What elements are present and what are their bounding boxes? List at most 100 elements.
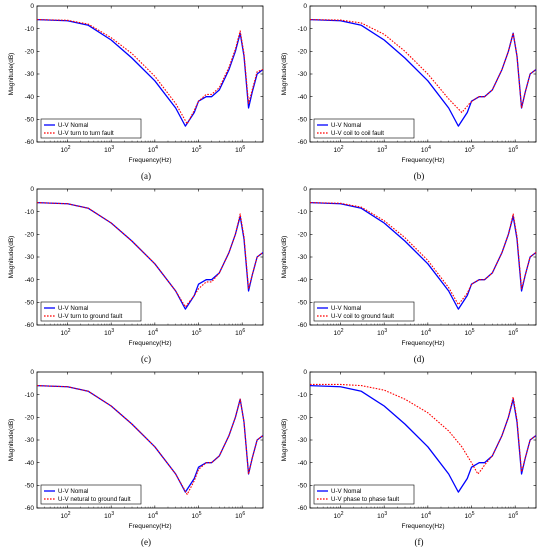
y-tick-label: -40: [298, 94, 308, 101]
chart-panel-1: 0 -10 -20 -30 -40 -50 -60 102 103 104 105 106 Freque…: [8, 3, 264, 181]
legend-box: [313, 118, 415, 139]
x-axis-label: Frequency(Hz): [402, 340, 445, 347]
y-tick-label: -10: [25, 392, 35, 399]
y-tick-label: -40: [298, 460, 308, 467]
panel-caption: (b): [414, 171, 425, 181]
y-axis-label: Magnitude(dB): [8, 419, 15, 462]
y-tick-label: -60: [298, 139, 308, 146]
y-tick-label: -30: [25, 437, 35, 444]
y-tick-label: -20: [25, 49, 35, 56]
panel-caption: (a): [141, 171, 151, 181]
y-tick-label: -20: [25, 415, 35, 422]
series-fault-line: [36, 385, 264, 495]
series-fault-line: [310, 383, 537, 475]
x-tick-label: 103: [377, 145, 387, 154]
legend-box: [313, 484, 415, 505]
y-tick-label: -50: [25, 300, 35, 307]
y-tick-label: -20: [298, 415, 308, 422]
x-tick-label: 104: [421, 328, 431, 337]
series-fault-line: [309, 19, 537, 114]
legend-box: [40, 301, 142, 322]
y-tick-label: -10: [298, 26, 308, 33]
x-tick-label: 104: [148, 328, 158, 337]
legend-entry: U-V turn to turn fault: [58, 130, 114, 137]
y-tick-label: -20: [298, 49, 308, 56]
y-tick-label: 0: [30, 186, 34, 193]
y-tick-label: -30: [298, 254, 308, 261]
y-tick-label: -60: [25, 139, 35, 146]
y-tick-label: -50: [25, 483, 35, 490]
y-tick-label: 0: [303, 186, 307, 193]
y-tick-label: 0: [303, 3, 307, 10]
series-normal-line: [309, 384, 537, 493]
x-tick-label: 105: [191, 328, 201, 337]
x-tick-label: 102: [61, 511, 71, 520]
y-tick-label: -20: [298, 232, 308, 239]
chart-panel-4: 0 -10 -20 -30 -40 -50 -60 102 103 104 105 106 Freque…: [281, 186, 537, 364]
y-axis-label: Magnitude(dB): [281, 236, 288, 279]
legend-entry: U-V coil to coil fault: [331, 130, 384, 137]
chart-panel-3: 0 -10 -20 -30 -40 -50 -60 102 103 104 105 106 Freque…: [8, 186, 264, 364]
chart-panel-5: 0 -10 -20 -30 -40 -50 -60 102 103 104 105 106 Freque…: [8, 369, 264, 547]
x-tick-label: 103: [377, 511, 387, 520]
series-fault-line: [309, 202, 537, 306]
y-tick-label: -50: [298, 483, 308, 490]
legend-entry: U-V netural to ground fault: [58, 496, 131, 503]
panel-caption: (d): [414, 354, 425, 364]
y-tick-label: -60: [298, 505, 308, 512]
y-tick-label: -50: [298, 300, 308, 307]
x-tick-label: 105: [191, 145, 201, 154]
y-axis-label: Magnitude(dB): [281, 419, 288, 462]
legend-box: [313, 301, 415, 322]
legend-entry: U-V turn to ground fault: [58, 313, 123, 320]
x-tick-label: 106: [508, 328, 518, 337]
y-tick-label: -40: [25, 460, 35, 467]
series-fault-line: [36, 19, 264, 125]
x-tick-label: 106: [508, 145, 518, 154]
panel-caption: (e): [141, 537, 151, 547]
x-tick-label: 104: [421, 511, 431, 520]
x-tick-label: 105: [464, 145, 474, 154]
x-tick-label: 102: [334, 328, 344, 337]
y-tick-label: -60: [298, 322, 308, 329]
y-axis-label: Magnitude(dB): [8, 236, 15, 279]
x-axis-label: Frequency(Hz): [129, 340, 172, 347]
y-tick-label: -40: [25, 277, 35, 284]
legend-entry: U-V Nomal: [58, 305, 88, 312]
x-tick-label: 106: [235, 511, 245, 520]
legend-box: [40, 118, 142, 139]
y-tick-label: -30: [298, 437, 308, 444]
y-tick-label: -10: [298, 392, 308, 399]
y-tick-label: -20: [25, 232, 35, 239]
panel-caption: (f): [415, 537, 424, 547]
y-tick-label: -30: [25, 254, 35, 261]
y-tick-label: 0: [30, 369, 34, 376]
y-axis-label: Magnitude(dB): [8, 53, 15, 96]
y-tick-label: -50: [298, 117, 308, 124]
x-axis-label: Frequency(Hz): [402, 523, 445, 530]
x-tick-label: 106: [235, 328, 245, 337]
y-axis-label: Magnitude(dB): [281, 53, 288, 96]
y-tick-label: -30: [25, 71, 35, 78]
y-tick-label: -30: [298, 71, 308, 78]
chart-panel-6: 0 -10 -20 -30 -40 -50 -60 102 103 104 105 106 Freque…: [281, 369, 537, 547]
y-tick-label: -40: [298, 277, 308, 284]
x-tick-label: 105: [464, 511, 474, 520]
x-tick-label: 103: [377, 328, 387, 337]
panel-caption: (c): [141, 354, 151, 364]
x-tick-label: 106: [235, 145, 245, 154]
legend-entry: U-V phase to phase fault: [331, 496, 399, 503]
y-tick-label: 0: [303, 369, 307, 376]
legend-entry: U-V Nomal: [331, 488, 361, 495]
y-tick-label: -40: [25, 94, 35, 101]
x-tick-label: 104: [148, 511, 158, 520]
x-tick-label: 104: [148, 145, 158, 154]
y-tick-label: -50: [25, 117, 35, 124]
legend-entry: U-V Nomal: [58, 488, 88, 495]
x-axis-label: Frequency(Hz): [402, 157, 445, 164]
x-tick-label: 102: [334, 145, 344, 154]
x-tick-label: 103: [104, 328, 114, 337]
y-tick-label: -10: [298, 209, 308, 216]
x-tick-label: 103: [104, 145, 114, 154]
